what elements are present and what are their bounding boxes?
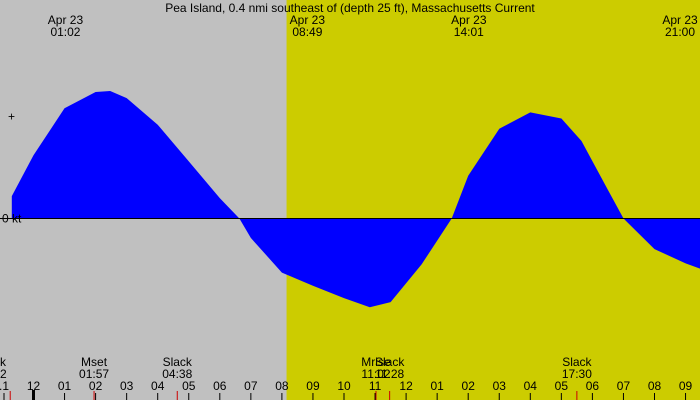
bottom-event-labels: k2Mset01:57Slack04:38Mrise11:02Slack11:2… [0,355,593,400]
y-axis-labels: +0 kt [2,110,22,226]
bottom-event-name: Mrise [361,355,391,369]
hour-tick-label: 08 [275,379,289,393]
chart-title: Pea Island, 0.4 nmi southeast of (depth … [165,1,535,15]
bottom-event-name: Slack [163,355,193,369]
bottom-event-name: Slack [375,355,405,369]
hour-tick-label: 04 [151,379,165,393]
hour-tick-label: 06 [586,379,600,393]
top-event-time: 01:02 [50,25,80,39]
hour-tick-label: 04 [524,379,538,393]
hour-tick-label: 02 [462,379,476,393]
hour-tick-label: 11 [369,379,382,393]
bottom-event-name: Mset [81,355,108,369]
hour-tick-label: 12 [399,379,413,393]
hour-tick-label: 08 [648,379,662,393]
flood-area [11,91,700,308]
hour-tick-label: 02 [89,379,103,393]
hour-tick-label: 06 [213,379,227,393]
bottom-event-name: k [0,355,7,369]
top-event-time: 14:01 [454,25,484,39]
top-event-time: 21:00 [665,25,695,39]
top-event-date: Apr 23 [48,13,84,27]
hour-tick-label: 09 [679,379,693,393]
hour-tick-label: .1 [0,379,9,393]
hour-tick-label: 09 [306,379,320,393]
hour-tick-label: 12 [27,379,41,393]
top-event-date: Apr 23 [451,13,487,27]
current-areas [11,91,700,308]
bottom-event-time: 01:57 [79,367,109,381]
top-event-time: 08:49 [292,25,322,39]
bottom-event-name: Slack [562,355,592,369]
hour-tick-label: 07 [617,379,631,393]
bottom-event-time: 17:30 [562,367,592,381]
hour-axis: .1 12 01 02 03 04 05 06 07 08 09 10 11 12 01 02 03 04 05 06… [0,379,693,400]
hour-tick-label: 03 [493,379,507,393]
hour-tick-label: 10 [337,379,351,393]
hour-tick-label: 05 [182,379,196,393]
hour-tick-label: 01 [58,379,72,393]
top-event-date: Apr 23 [662,13,698,27]
hour-tick-label: 07 [244,379,258,393]
bottom-event-time: 11:28 [375,367,404,381]
bottom-event-time: 11:02 [361,367,390,381]
y-tick-label: 0 kt [2,212,22,226]
hour-tick-label: 01 [430,379,444,393]
bottom-event-time: 04:38 [162,367,192,381]
hour-tick-label: 03 [120,379,134,393]
top-event-date: Apr 23 [290,13,326,27]
y-tick-label: + [8,110,15,124]
hour-tick-label: 05 [555,379,569,393]
bottom-event-time: 2 [0,367,7,381]
